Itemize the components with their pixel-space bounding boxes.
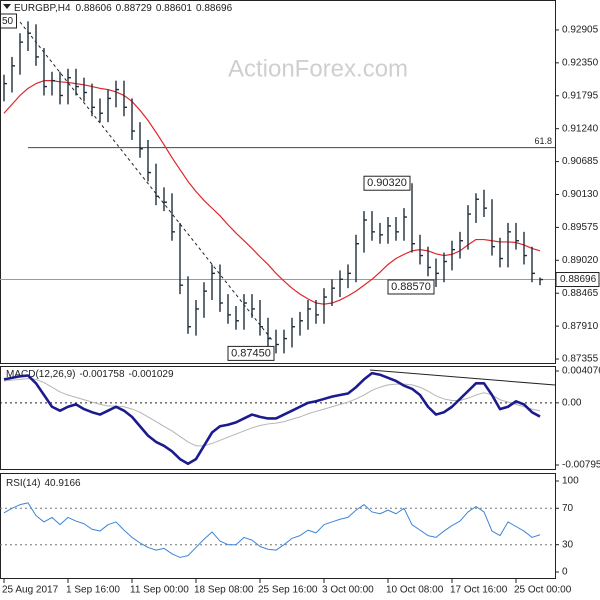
watermark: ActionForex.com bbox=[228, 55, 408, 82]
moving-average bbox=[3, 80, 541, 305]
y-tick-label: 0.92905 bbox=[562, 25, 599, 36]
annotation-box bbox=[363, 175, 411, 191]
symbol: EURGBP,H4 bbox=[14, 3, 71, 14]
y-tick-label: 0.90685 bbox=[562, 156, 599, 167]
y-tick-label: 0.88465 bbox=[562, 288, 599, 299]
x-tick-label: 17 Oct 16:00 bbox=[450, 585, 508, 596]
series-line bbox=[3, 371, 541, 466]
y-tick-label: 0.00 bbox=[562, 397, 582, 408]
fib-label: 61.8 bbox=[534, 136, 552, 146]
annotation-label: 0.90320 bbox=[367, 177, 407, 189]
annotation-box bbox=[387, 279, 435, 295]
y-tick-label: 0.91795 bbox=[562, 90, 599, 101]
x-tick-label: 25 Oct 00:00 bbox=[514, 585, 572, 596]
x-tick-label: 3 Oct 00:00 bbox=[322, 585, 374, 596]
label-box-text: 50 bbox=[2, 16, 14, 27]
macd-value: -0.001758 bbox=[79, 369, 124, 380]
y-tick-label: 0.89020 bbox=[562, 255, 599, 266]
rsi-title: RSI(14) bbox=[6, 478, 40, 489]
y-tick-label: 100 bbox=[562, 476, 579, 487]
price-panel bbox=[0, 0, 556, 364]
annotation-label: 0.87450 bbox=[231, 347, 271, 359]
last-price-box bbox=[555, 272, 600, 288]
y-tick-label: 0.87910 bbox=[562, 321, 599, 332]
y-tick-label: 0 bbox=[562, 567, 568, 578]
y-tick-label: 0.004076 bbox=[562, 366, 600, 377]
annotation-box bbox=[227, 345, 275, 361]
signal-value: -0.001029 bbox=[129, 369, 174, 380]
x-tick-label: 10 Oct 08:00 bbox=[386, 585, 444, 596]
menu-arrow bbox=[3, 4, 11, 9]
macd-header: MACD(12,26,9) -0.001758 -0.001029 bbox=[6, 369, 174, 380]
series-line bbox=[3, 502, 541, 558]
x-tick-label: 1 Sep 16:00 bbox=[66, 585, 120, 596]
x-tick-label: 18 Sep 08:00 bbox=[194, 585, 254, 596]
x-tick-label: 25 Sep 16:00 bbox=[258, 585, 318, 596]
annotation-label: 0.88570 bbox=[391, 281, 431, 293]
x-tick-label: 25 Aug 2017 bbox=[2, 585, 59, 596]
y-tick-label: 30 bbox=[562, 539, 574, 550]
y-tick-label: 0.87355 bbox=[562, 354, 599, 365]
macd-panel bbox=[0, 366, 556, 470]
x-tick-label: 11 Sep 00:00 bbox=[130, 585, 189, 596]
rsi-panel bbox=[0, 473, 556, 579]
price-header: EURGBP,H4 0.88606 0.88729 0.88601 0.88696 bbox=[14, 3, 233, 14]
y-tick-label: 0.91240 bbox=[562, 123, 599, 134]
y-tick-label: 0.92350 bbox=[562, 57, 599, 68]
close: 0.88696 bbox=[196, 3, 233, 14]
series-line bbox=[3, 378, 541, 447]
trend-line bbox=[19, 21, 273, 341]
low: 0.88601 bbox=[156, 3, 193, 14]
y-tick-label: 70 bbox=[562, 503, 574, 514]
label-box bbox=[0, 13, 17, 29]
last-price-label: 0.88696 bbox=[560, 274, 597, 285]
y-tick-label: -0.007956 bbox=[562, 460, 600, 471]
rsi-value: 40.9166 bbox=[44, 478, 81, 489]
high: 0.88729 bbox=[116, 3, 153, 14]
y-tick-label: 0.90130 bbox=[562, 189, 599, 200]
rsi-header: RSI(14) 40.9166 bbox=[6, 478, 81, 489]
macd-title: MACD(12,26,9) bbox=[6, 369, 75, 380]
macd-trend-line bbox=[369, 369, 556, 386]
open: 0.88606 bbox=[76, 3, 113, 14]
y-tick-label: 0.89575 bbox=[562, 222, 599, 233]
